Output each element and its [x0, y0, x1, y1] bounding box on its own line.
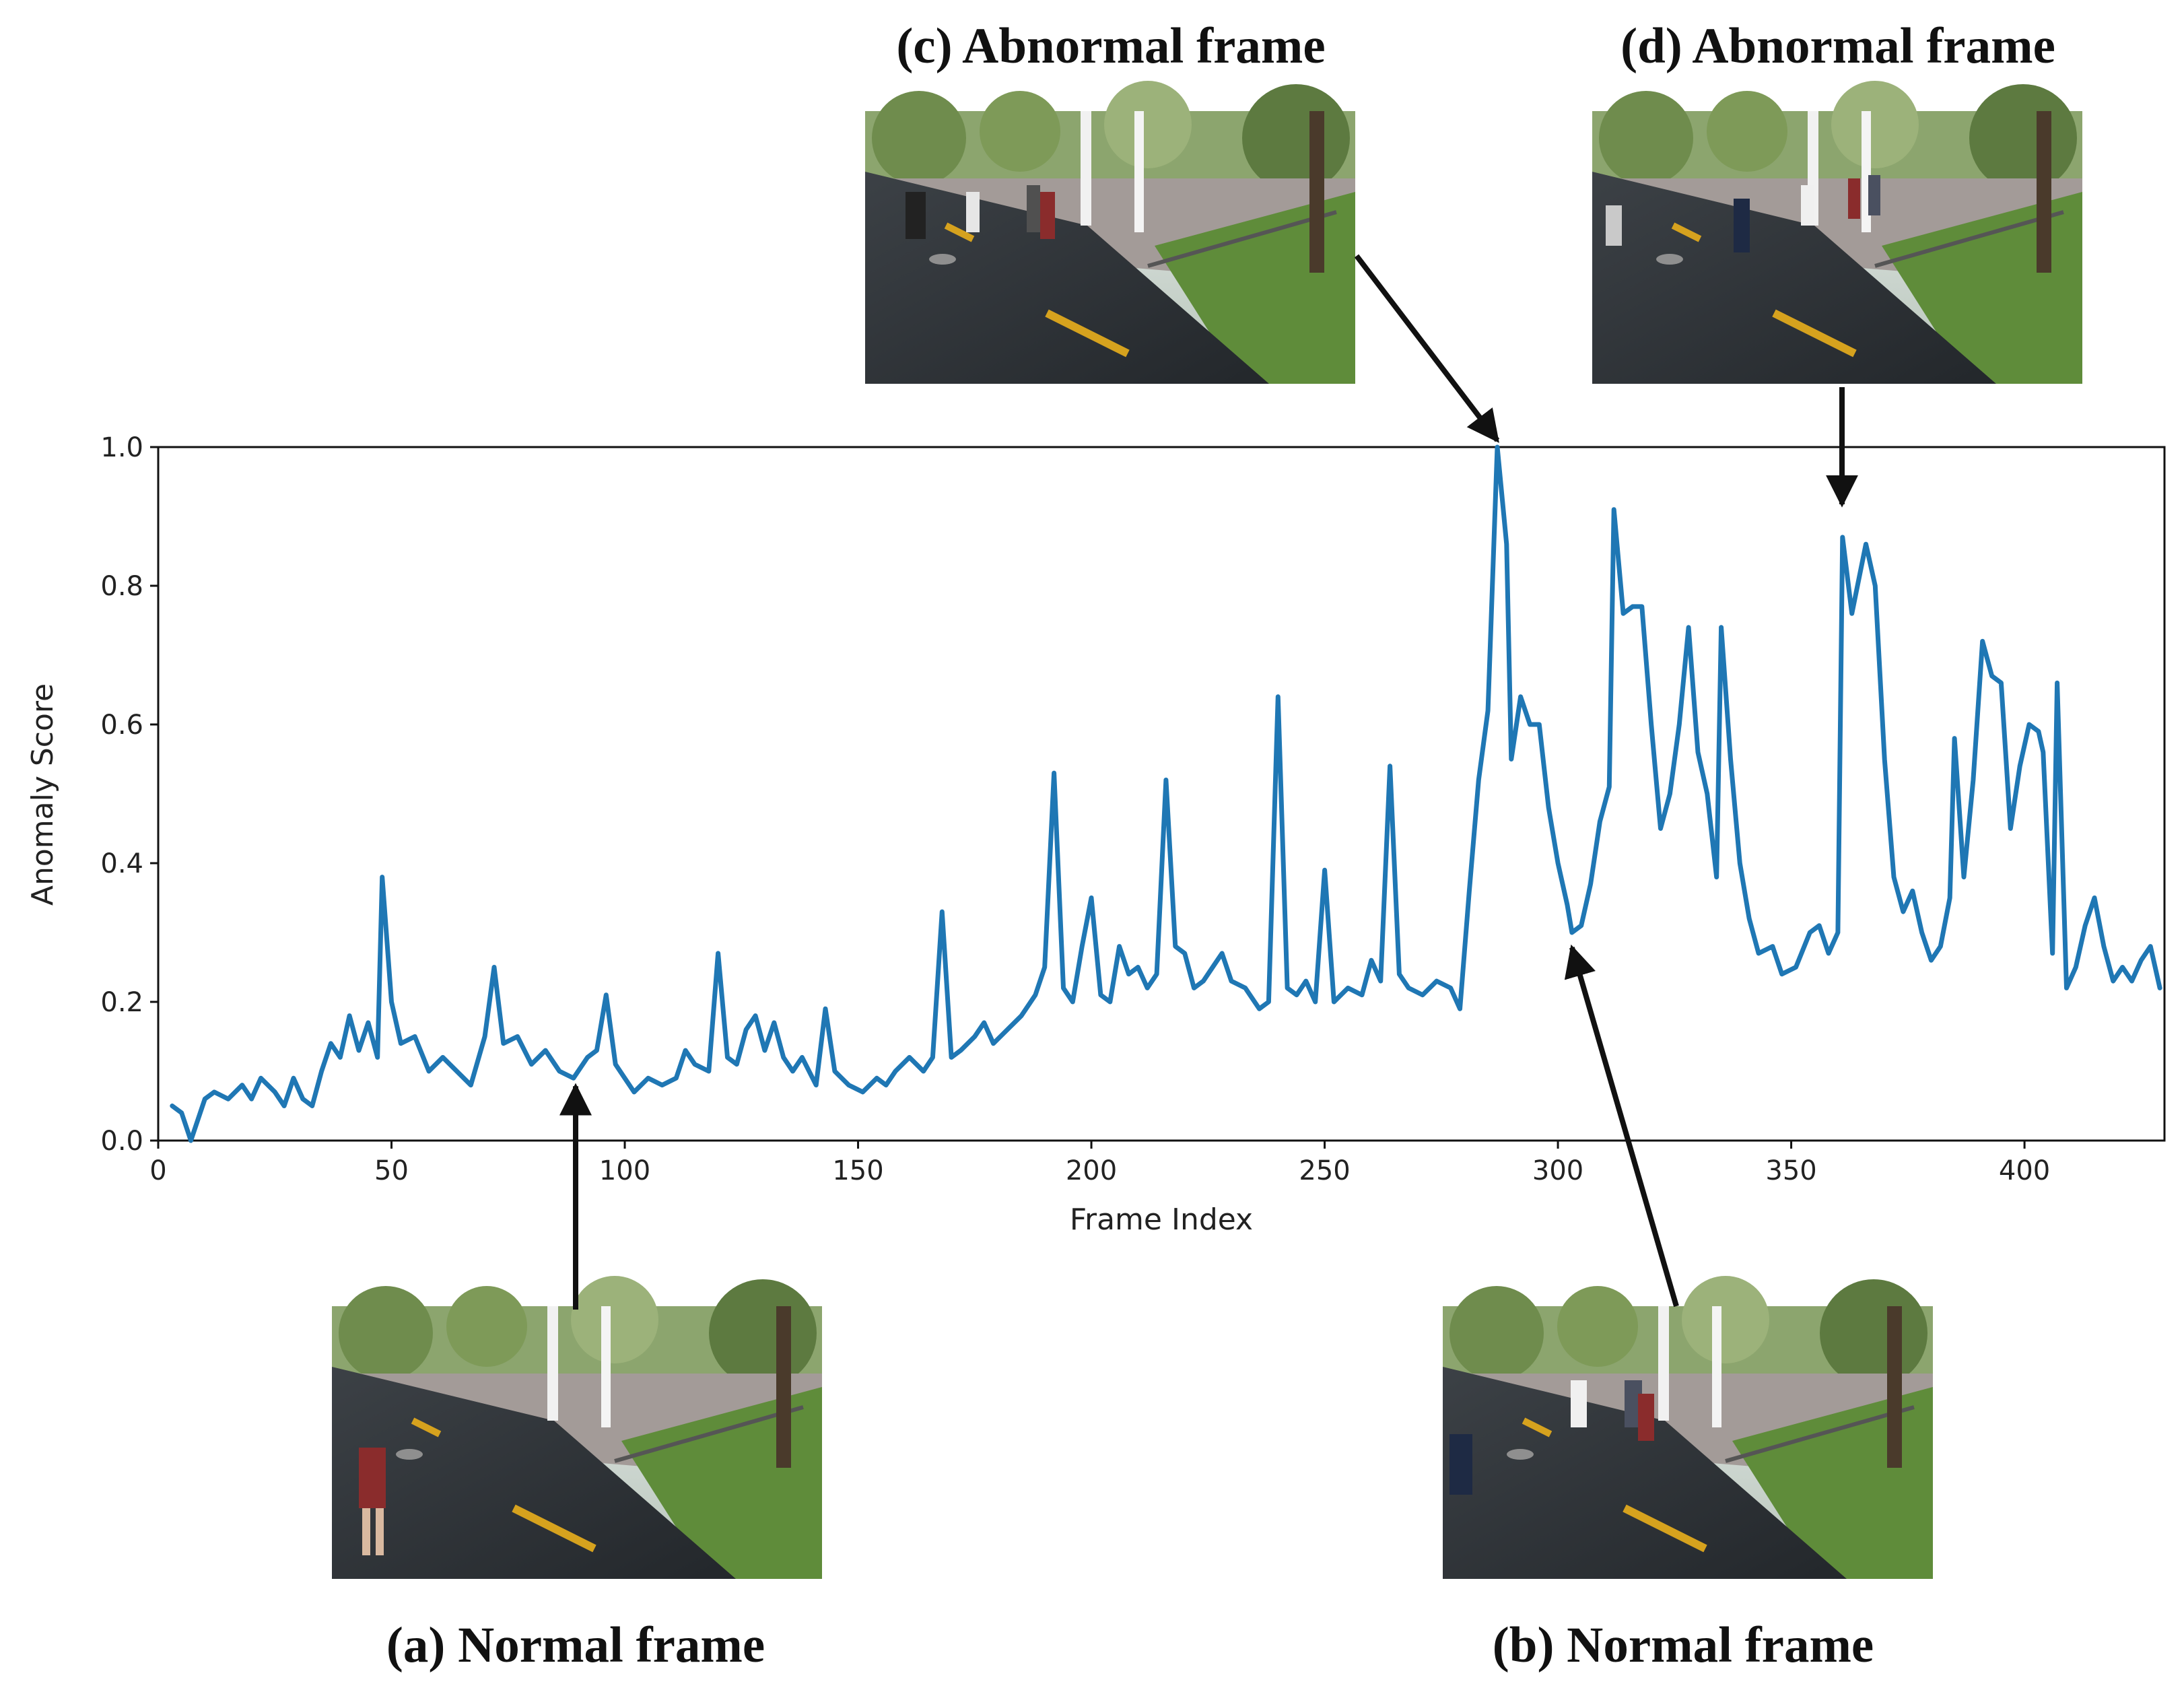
series-line-anomaly-score	[170, 444, 2162, 1143]
x-tick-label: 150	[832, 1155, 883, 1186]
x-axis-ticks: 0 50 100 150 200 250 300 350 400	[149, 1141, 2050, 1186]
caption-d: (d) Abnormal frame	[1620, 18, 2055, 74]
x-tick-label: 200	[1066, 1155, 1117, 1186]
y-tick-label: 0.4	[100, 848, 143, 879]
x-tick-label: 250	[1299, 1155, 1350, 1186]
caption-c: (c) Abnormal frame	[896, 18, 1325, 74]
x-tick-label: 50	[374, 1155, 409, 1186]
arrow-b	[1564, 944, 1679, 1308]
y-tick-label: 0.0	[100, 1126, 143, 1157]
x-tick-label: 300	[1532, 1155, 1583, 1186]
y-axis-ticks: 0.0 0.2 0.4 0.6 0.8 1.0	[100, 432, 158, 1157]
x-axis-label: Frame Index	[1070, 1203, 1253, 1237]
caption-a: (a) Normal frame	[386, 1617, 765, 1673]
thumbnail-a	[332, 1276, 822, 1579]
x-tick-label: 100	[599, 1155, 650, 1186]
y-tick-label: 0.2	[100, 987, 143, 1018]
x-tick-label: 350	[1765, 1155, 1816, 1186]
x-tick-label: 400	[1999, 1155, 2050, 1186]
x-tick-label: 0	[149, 1155, 166, 1186]
thumbnail-b	[1443, 1276, 1933, 1579]
plot-frame	[157, 446, 2166, 1142]
y-tick-label: 0.8	[100, 571, 143, 602]
y-tick-label: 0.6	[100, 710, 143, 741]
thumbnail-d	[1592, 81, 2082, 384]
caption-b: (b) Normal frame	[1493, 1617, 1874, 1673]
arrow-c	[1354, 254, 1500, 443]
y-tick-label: 1.0	[100, 432, 143, 463]
thumbnail-c	[865, 81, 1355, 384]
y-axis-label: Anomaly Score	[26, 683, 60, 906]
